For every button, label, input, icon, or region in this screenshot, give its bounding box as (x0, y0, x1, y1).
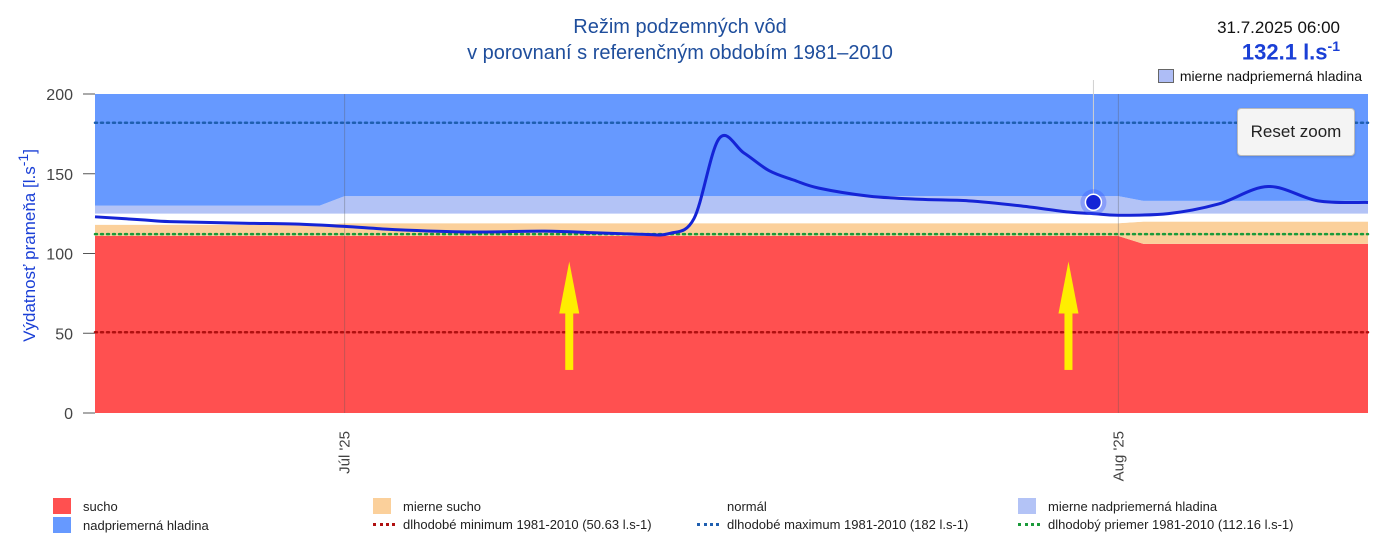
x-tick-label: Júl '25 (337, 431, 354, 474)
series-line (94, 134, 1369, 237)
x-gridlines (344, 94, 1119, 413)
chart-subtitle: v porovnaní s referenčným obdobím 1981–2… (467, 42, 893, 64)
arrow-shaft (1064, 313, 1073, 370)
y-axis: 0 50 100 150 200 (46, 87, 95, 423)
x-axis: Júl '25 Aug '25 (337, 431, 1128, 481)
y-axis-title-exp: -1 (16, 153, 33, 167)
legend-label: mierne nadpriemerná hladina (1048, 498, 1218, 514)
legend-marker (1018, 523, 1040, 526)
tooltip-value: 132.1 l.s-1 (1242, 38, 1340, 65)
legend-marker (1018, 498, 1036, 514)
y-axis-title-text: Výdatnosť prameňa [l.s (19, 166, 39, 342)
chart-title: Režim podzemných vôd (573, 16, 787, 38)
series-group (94, 134, 1369, 237)
arrow-head (559, 261, 580, 314)
y-tick-label: 0 (64, 406, 73, 423)
legend-label: dlhodobý priemer 1981-2010 (112.16 l.s-1… (1048, 517, 1294, 532)
y-tick-label: 50 (55, 326, 73, 343)
legend-label: sucho (83, 498, 118, 514)
legend-item[interactable]: mierne sucho (373, 498, 481, 514)
y-axis-title: Výdatnosť prameňa [l.s-1] (16, 149, 40, 342)
legend-label: dlhodobé minimum 1981-2010 (50.63 l.s-1) (403, 517, 652, 532)
tooltip-category-label: mierne nadpriemerná hladina (1179, 68, 1362, 84)
tooltip-category: mierne nadpriemerná hladina (1157, 68, 1362, 84)
reset-zoom-button[interactable]: Reset zoom (1237, 108, 1355, 156)
arrow-shaft (565, 313, 574, 370)
legend-item[interactable]: dlhodobé maximum 1981-2010 (182 l.s-1) (697, 517, 968, 532)
legend-item[interactable]: normál (697, 498, 767, 514)
legend-marker (53, 517, 71, 533)
y-axis-title-end: ] (19, 148, 39, 154)
arrow-annotations (559, 261, 1079, 370)
legend-item[interactable]: mierne nadpriemerná hladina (1018, 498, 1217, 514)
highlight-point (1084, 193, 1103, 212)
band-mierne-sucho (95, 221, 1368, 244)
legend-label: dlhodobé maximum 1981-2010 (182 l.s-1) (727, 517, 969, 532)
tooltip-value-text: 132.1 l.s (1241, 39, 1328, 65)
legend-label: mierne sucho (403, 498, 482, 514)
band-nadpriemerna (95, 94, 1368, 206)
y-tick-label: 150 (46, 167, 73, 184)
tooltip-crosshair (1080, 80, 1107, 216)
legend-label: nadpriemerná hladina (83, 517, 209, 533)
legend-marker (697, 523, 719, 526)
reference-lines (93, 121, 1370, 334)
x-tick-label: Aug '25 (1110, 431, 1127, 481)
y-tick-label: 100 (46, 247, 73, 264)
legend-item[interactable]: sucho (53, 498, 118, 514)
tooltip-datetime: 31.7.2025 06:00 (1217, 18, 1340, 37)
y-tick-label: 200 (46, 87, 73, 104)
tooltip-value-unit-exp: -1 (1327, 38, 1340, 54)
legend-marker (53, 498, 71, 514)
arrow-head (1058, 261, 1079, 314)
legend-marker (697, 498, 715, 514)
legend-marker (373, 498, 391, 514)
legend-item[interactable]: dlhodobé minimum 1981-2010 (50.63 l.s-1) (373, 517, 652, 532)
tooltip-category-swatch (1157, 69, 1174, 83)
band-sucho (95, 235, 1368, 413)
legend-item[interactable]: nadpriemerná hladina (53, 517, 209, 533)
legend-marker (373, 523, 395, 526)
band-normal (95, 213, 1368, 225)
legend-item[interactable]: dlhodobý priemer 1981-2010 (112.16 l.s-1… (1018, 517, 1293, 532)
legend-label: normál (727, 498, 767, 514)
